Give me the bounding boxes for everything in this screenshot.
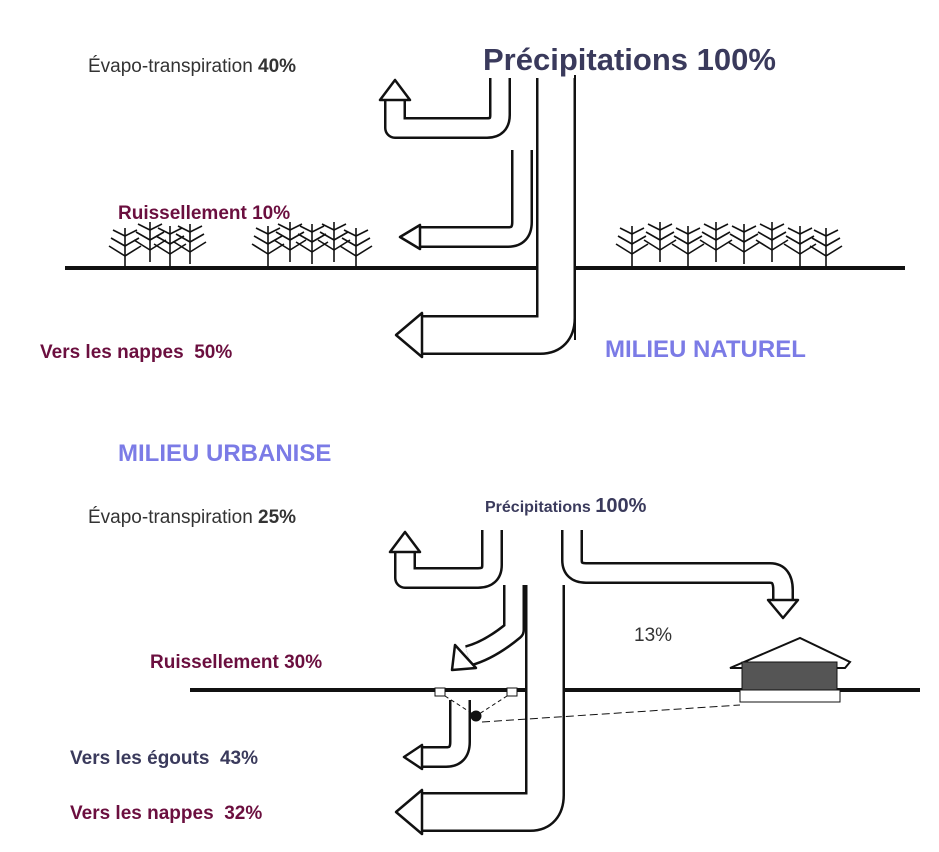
groundwater-label: Vers les nappes 32% — [70, 803, 262, 825]
text: 32% — [224, 803, 262, 824]
house — [730, 638, 850, 702]
precipitation-label: Précipitations 100% — [485, 495, 646, 518]
text: Vers les nappes — [70, 803, 214, 824]
urban-title: MILIEU URBANISE — [118, 440, 331, 468]
text: 30% — [284, 652, 322, 673]
text: Évapo-transpiration — [88, 56, 253, 77]
evapo-label: Évapo-transpiration 25% — [88, 507, 296, 529]
precipitation-label: Précipitations 100% — [483, 42, 776, 78]
text: Ruissellement — [150, 652, 279, 673]
text: 50% — [194, 342, 232, 363]
natural-title: MILIEU NATUREL — [605, 336, 806, 364]
text: 10% — [252, 203, 290, 224]
text: 100% — [595, 495, 646, 517]
text: Ruissellement — [118, 203, 247, 224]
text: 43% — [220, 748, 258, 769]
illustration — [0, 0, 939, 852]
text: Précipitations — [485, 499, 591, 516]
evapo-label: Évapo-transpiration 40% — [88, 56, 296, 78]
groundwater-label: Vers les nappes 50% — [40, 342, 232, 364]
diagram: Évapo-transpiration 40% Précipitations 1… — [0, 0, 939, 852]
roof-label: 13% — [634, 625, 672, 647]
sewer — [435, 688, 740, 722]
text: Évapo-transpiration — [88, 507, 253, 528]
runoff-label: Ruissellement 10% — [118, 203, 290, 225]
arrows-natural — [380, 75, 575, 357]
text: 25% — [258, 507, 296, 528]
text: Précipitations — [483, 42, 688, 77]
text: Vers les égouts — [70, 748, 209, 769]
text: Vers les nappes — [40, 342, 184, 363]
sewers-label: Vers les égouts 43% — [70, 748, 258, 770]
text: 40% — [258, 56, 296, 77]
text: 100% — [697, 42, 776, 77]
runoff-label: Ruissellement 30% — [150, 652, 322, 674]
arrows-urban — [390, 530, 798, 834]
